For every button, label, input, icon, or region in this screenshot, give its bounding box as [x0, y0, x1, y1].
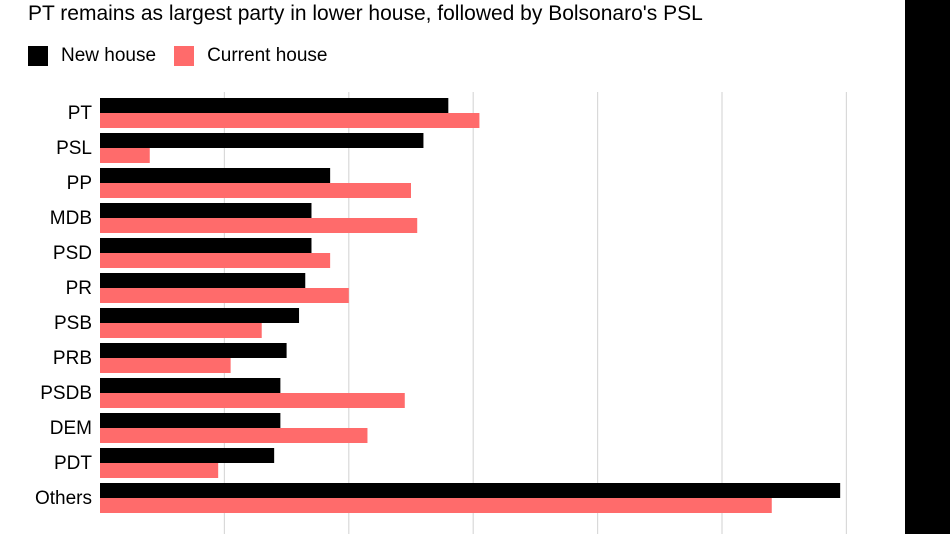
legend-swatch-current-house: [174, 46, 195, 66]
category-label-mdb: MDB: [50, 208, 92, 229]
bar-psb-new-house: [100, 308, 300, 323]
category-label-prb: PRB: [53, 348, 92, 369]
category-label-psd: PSD: [53, 243, 92, 264]
legend-label-current-house: Current house: [207, 45, 328, 66]
bar-psdb-new-house: [100, 378, 281, 393]
bar-pp-new-house: [100, 168, 331, 183]
category-label-others: Others: [35, 488, 92, 509]
bar-pdt-current-house: [100, 463, 219, 478]
bar-psd-new-house: [100, 238, 312, 253]
chart-title: PT remains as largest party in lower hou…: [28, 2, 703, 25]
legend-swatch-new-house: [28, 46, 48, 66]
bar-mdb-current-house: [100, 218, 418, 233]
legend-item-current-house: Current house: [174, 45, 327, 67]
bar-pdt-new-house: [100, 448, 275, 463]
bar-psl-new-house: [100, 133, 424, 148]
bar-pr-current-house: [100, 288, 349, 303]
bar-psb-current-house: [100, 323, 262, 338]
category-label-psl: PSL: [56, 138, 92, 159]
legend-item-new-house: New house: [28, 45, 156, 67]
category-label-psdb: PSDB: [40, 383, 92, 404]
right-edge-strip: [905, 0, 950, 534]
legend-label-new-house: New house: [61, 45, 157, 66]
category-label-pdt: PDT: [54, 453, 92, 474]
x-tick-label-20: 20: [214, 532, 235, 534]
category-label-pt: PT: [68, 103, 93, 124]
bar-psd-current-house: [100, 253, 331, 268]
x-tick-label-120: 120: [831, 532, 863, 534]
chart-area: PT remains as largest party in lower hou…: [28, 2, 863, 534]
x-tick-label-100: 100: [706, 532, 738, 534]
bar-pp-current-house: [100, 183, 411, 198]
category-label-dem: DEM: [50, 418, 92, 439]
category-label-psb: PSB: [54, 313, 92, 334]
x-tick-label-0: 0: [95, 532, 106, 534]
bar-chart: 0 20 40 60 80 100 120 PT PSL PP MDB PSD PR PSB PRB PSDB…: [35, 92, 863, 534]
bar-psdb-current-house: [100, 393, 405, 408]
category-label-pr: PR: [66, 278, 92, 299]
bar-prb-current-house: [100, 358, 231, 373]
bar-pr-new-house: [100, 273, 306, 288]
bar-pt-new-house: [100, 98, 449, 113]
bar-others-new-house: [100, 483, 841, 498]
bar-dem-new-house: [100, 413, 281, 428]
bar-pt-current-house: [100, 113, 480, 128]
x-tick-label-80: 80: [587, 532, 608, 534]
bar-psl-current-house: [100, 148, 150, 163]
bar-others-current-house: [100, 498, 772, 513]
bar-mdb-new-house: [100, 203, 312, 218]
bar-dem-current-house: [100, 428, 368, 443]
x-tick-label-40: 40: [338, 532, 359, 534]
bar-prb-new-house: [100, 343, 287, 358]
x-tick-label-60: 60: [463, 532, 484, 534]
category-label-pp: PP: [67, 173, 92, 194]
legend: New house Current house: [28, 45, 345, 67]
